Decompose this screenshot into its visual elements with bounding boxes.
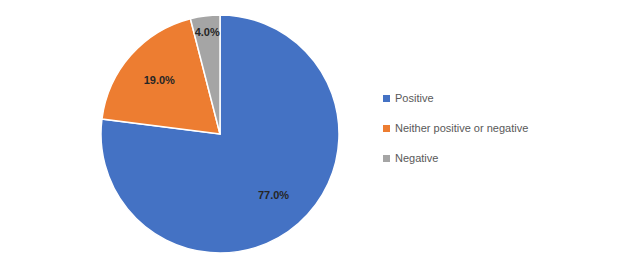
data-labels: 77.0% 19.0% 4.0% (144, 26, 290, 200)
chart: 77.0% 19.0% 4.0% Positive Neither positive o… (0, 0, 622, 269)
legend-swatch (383, 125, 390, 132)
data-label: 4.0% (195, 26, 220, 38)
legend: Positive Neither positive or negative Nega… (383, 92, 528, 164)
slice (101, 15, 339, 253)
background (0, 0, 622, 269)
slice (102, 19, 220, 134)
legend-swatch (383, 155, 390, 162)
slices (101, 15, 339, 253)
legend-label: Negative (395, 152, 438, 164)
slice (190, 15, 220, 134)
legend-label: Neither positive or negative (395, 122, 528, 134)
legend-label: Positive (395, 92, 434, 104)
legend-swatch (383, 95, 390, 102)
data-label: 77.0% (258, 189, 289, 201)
data-label: 19.0% (144, 74, 175, 86)
